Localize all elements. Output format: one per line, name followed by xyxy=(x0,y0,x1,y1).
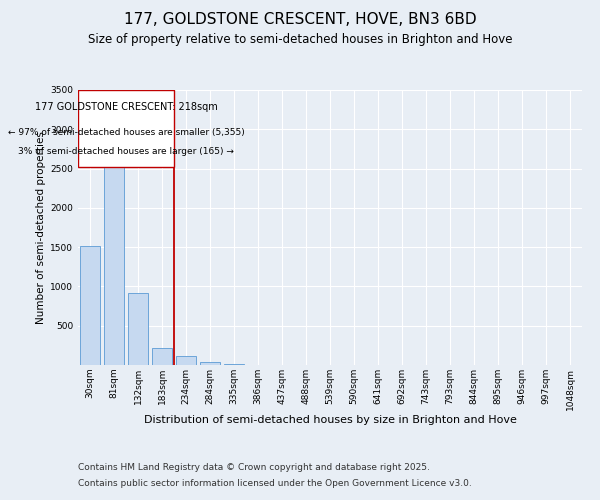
Bar xyxy=(128,292,148,365)
Text: ← 97% of semi-detached houses are smaller (5,355): ← 97% of semi-detached houses are smalle… xyxy=(8,128,244,137)
Text: Size of property relative to semi-detached houses in Brighton and Hove: Size of property relative to semi-detach… xyxy=(88,32,512,46)
Text: 3% of semi-detached houses are larger (165) →: 3% of semi-detached houses are larger (1… xyxy=(18,147,234,156)
Y-axis label: Number of semi-detached properties: Number of semi-detached properties xyxy=(36,131,46,324)
Bar xyxy=(80,246,100,365)
Bar xyxy=(152,348,172,365)
Text: Contains public sector information licensed under the Open Government Licence v3: Contains public sector information licen… xyxy=(78,478,472,488)
Bar xyxy=(176,356,196,365)
X-axis label: Distribution of semi-detached houses by size in Brighton and Hove: Distribution of semi-detached houses by … xyxy=(143,416,517,426)
Bar xyxy=(200,362,220,365)
Text: Contains HM Land Registry data © Crown copyright and database right 2025.: Contains HM Land Registry data © Crown c… xyxy=(78,464,430,472)
Text: 177, GOLDSTONE CRESCENT, HOVE, BN3 6BD: 177, GOLDSTONE CRESCENT, HOVE, BN3 6BD xyxy=(124,12,476,28)
Bar xyxy=(104,146,124,365)
Text: 177 GOLDSTONE CRESCENT: 218sqm: 177 GOLDSTONE CRESCENT: 218sqm xyxy=(35,102,217,112)
Bar xyxy=(224,364,244,365)
FancyBboxPatch shape xyxy=(78,90,174,167)
